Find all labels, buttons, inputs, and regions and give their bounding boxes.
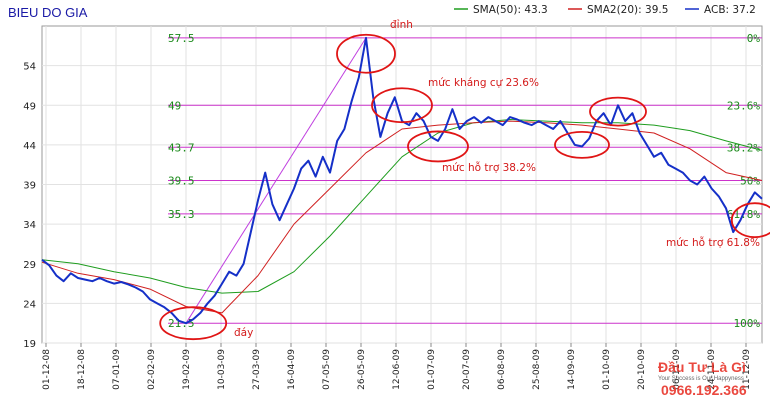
annotation-label: mức hỗ trợ 38.2%: [442, 161, 536, 174]
fibonacci-levels: 57.5 0%49 23.6%43.7 38.2%39.5 50%35.3 61.8%21…: [168, 32, 762, 330]
x-tick-label: 18-12-08: [77, 349, 87, 390]
chart-title: BIEU DO GIA: [8, 5, 88, 20]
series-group: [41, 36, 763, 325]
grid: [42, 26, 762, 344]
legend: SMA(50): 43.3 SMA2(20): 39.5 ACB: 37.2: [454, 4, 756, 16]
y-axis: 19 24 29 34 39 44 49 54: [23, 62, 36, 350]
x-tick-label: 20-10-09: [637, 349, 647, 390]
fib-price-label: 49: [168, 99, 181, 112]
x-tick-label: 06-08-09: [497, 349, 507, 390]
x-tick-label: 20-07-09: [462, 349, 472, 390]
y-tick-label: 24: [23, 299, 36, 310]
watermark-title: Đầu Tư Là Gì: [658, 359, 746, 375]
highlight-circle: [554, 130, 610, 159]
legend-label: SMA2(20): 39.5: [587, 4, 668, 16]
annotation-label: mức kháng cự 23.6%: [428, 77, 539, 89]
highlight-circle: [589, 96, 647, 127]
fib-percent-label: 23.6%: [727, 99, 760, 112]
highlight-circle: [407, 130, 469, 163]
watermark: Đầu Tư Là Gì Your Success is Our Happyne…: [658, 359, 747, 398]
x-axis: 01-12-08 18-12-08 07-01-09 02-02-09 19-02-09…: [42, 343, 752, 390]
y-tick-label: 34: [23, 220, 36, 231]
highlight-circle: [371, 87, 433, 124]
x-tick-label: 19-02-09: [182, 349, 192, 390]
x-tick-label: 12-06-09: [392, 349, 402, 390]
sma20-line: [41, 120, 763, 314]
fib-price-label: 43.7: [168, 141, 195, 154]
legend-label: SMA(50): 43.3: [473, 4, 548, 16]
y-tick-label: 29: [23, 260, 36, 271]
y-tick-label: 54: [23, 62, 36, 73]
acb-price-line: [41, 36, 763, 325]
x-tick-label: 14-09-09: [567, 349, 577, 390]
x-tick-label: 02-02-09: [147, 349, 157, 390]
x-tick-label: 24-11-09: [707, 349, 717, 390]
y-tick-label: 19: [23, 339, 36, 350]
fib-percent-label: 0%: [747, 32, 761, 45]
annotations: đỉnh đáy mức kháng cự 23.6% mức hỗ trợ 38.2…: [159, 19, 770, 341]
fib-percent-label: 100%: [734, 317, 761, 330]
watermark-phone: 0966.192.366: [661, 382, 747, 398]
y-tick-label: 44: [23, 141, 36, 152]
annotation-label: đỉnh: [390, 19, 413, 31]
x-tick-label: 07-05-09: [322, 349, 332, 390]
highlight-circle: [159, 306, 228, 341]
x-tick-label: 06-11-09: [672, 349, 682, 390]
fib-price-label: 21.5: [168, 317, 195, 330]
legend-label: ACB: 37.2: [704, 4, 756, 16]
highlight-circle: [730, 202, 770, 239]
annotation-label: mức hỗ trợ 61.8%: [666, 236, 760, 249]
trend-line: [185, 37, 367, 324]
x-tick-label: 11-12-09: [742, 349, 752, 390]
x-tick-label: 10-03-09: [217, 349, 227, 390]
x-tick-label: 07-01-09: [112, 349, 122, 390]
fib-percent-label: 50%: [740, 175, 760, 188]
fib-price-label: 35.3: [168, 208, 195, 221]
fib-percent-label: 38.2%: [727, 141, 760, 154]
watermark-slogan: Your Success is Our Happyness: [658, 376, 744, 382]
y-tick-label: 39: [23, 181, 36, 192]
x-tick-label: 01-12-08: [42, 349, 52, 390]
x-tick-label: 27-03-09: [252, 349, 262, 390]
sma50-line: [41, 119, 763, 294]
x-tick-label: 01-10-09: [602, 349, 612, 390]
x-tick-label: 25-08-09: [532, 349, 542, 390]
fib-price-label: 57.5: [168, 32, 195, 45]
highlight-circle: [336, 33, 396, 74]
x-tick-label: 16-04-09: [287, 349, 297, 390]
x-tick-label: 26-05-09: [357, 349, 367, 390]
annotation-label: đáy: [234, 327, 253, 339]
fib-price-label: 39.5: [168, 175, 195, 188]
y-tick-label: 49: [23, 101, 36, 112]
x-tick-label: 01-07-09: [427, 349, 437, 390]
